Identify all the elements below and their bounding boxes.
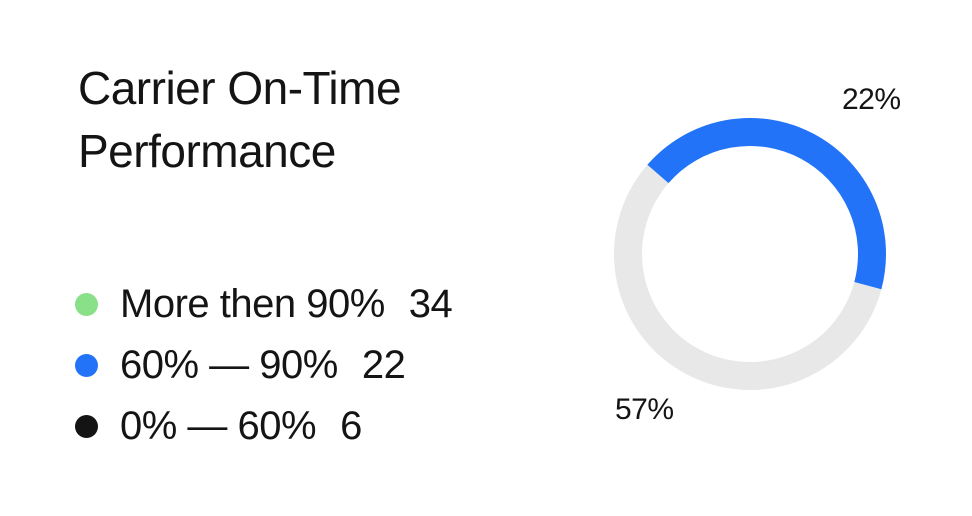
legend-value: 22: [361, 342, 406, 387]
legend-item-0-60[interactable]: 0% — 60% 6: [75, 403, 452, 448]
legend-value: 34: [408, 281, 453, 326]
legend-item-60-90[interactable]: 60% — 90% 22: [75, 342, 452, 387]
legend-dot-blue-icon: [75, 353, 98, 377]
legend-dot-green-icon: [75, 292, 98, 316]
legend-label: 60% — 90%: [120, 342, 338, 387]
donut-label-blue-segment: 22%: [842, 83, 901, 116]
legend-dot-black-icon: [75, 414, 98, 438]
donut-segment-gray: [614, 164, 882, 390]
donut-label-gray-segment: 57%: [615, 393, 674, 426]
legend-item-more-then-90[interactable]: More then 90% 34: [75, 281, 453, 326]
page-title: Carrier On-Time Performance: [78, 62, 402, 177]
donut-segment-blue: [647, 118, 886, 290]
legend-value: 6: [340, 403, 362, 448]
donut-chart[interactable]: [610, 114, 890, 394]
legend-label: More then 90%: [120, 281, 385, 326]
chart-legend: More then 90% 34 60% — 90% 22 0% — 60% 6: [75, 281, 453, 448]
legend-label: 0% — 60%: [120, 403, 317, 448]
